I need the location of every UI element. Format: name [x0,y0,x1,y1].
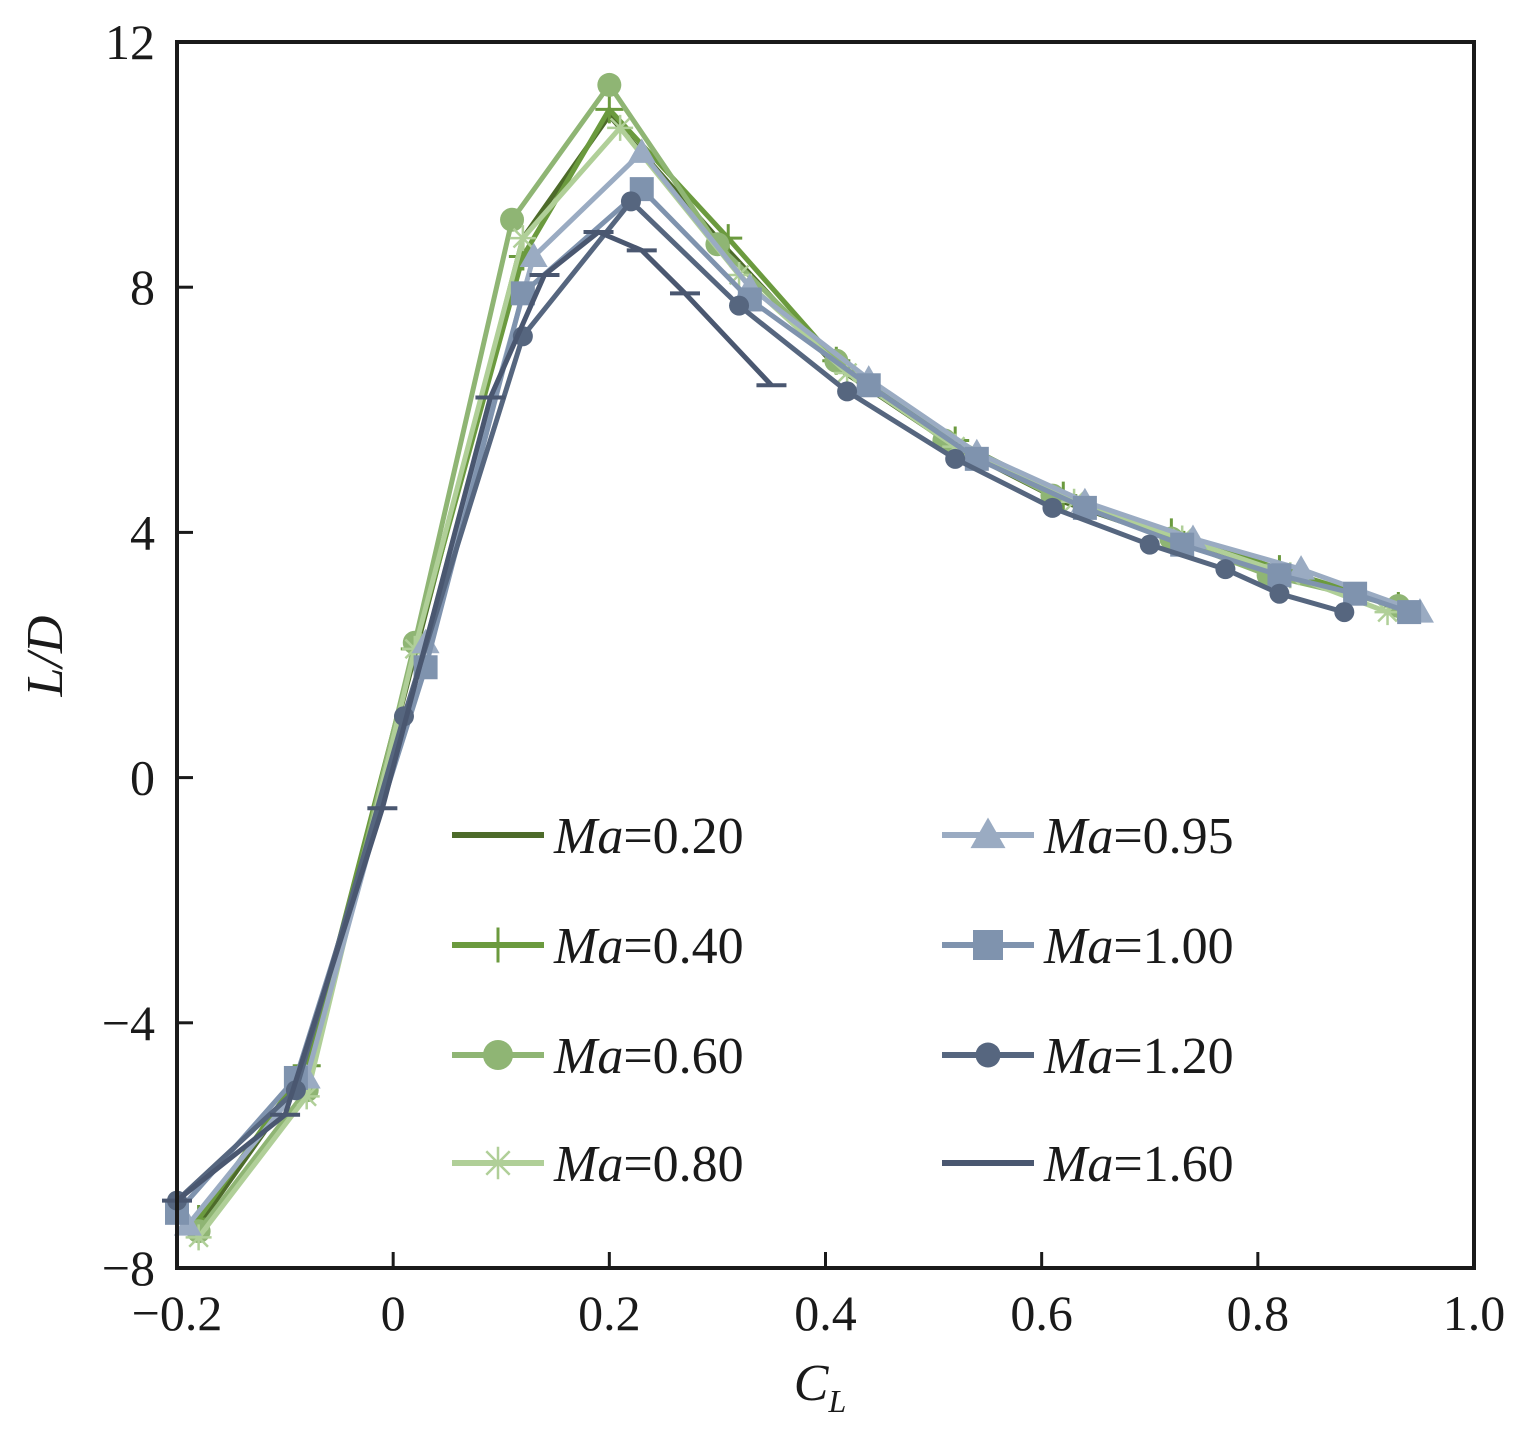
legend-entry: Ma=0.80 [452,1136,744,1193]
legend-entry: Ma=0.20 [452,808,744,865]
data-point [1334,602,1355,623]
x-tick-label: −0.2 [132,1285,223,1341]
legend-label-value: =1.00 [1113,918,1233,975]
series-line [185,149,1421,1227]
data-point [483,1040,513,1070]
legend-label-symbol: Ma [1043,1028,1113,1085]
y-tick-label: −8 [102,1240,155,1296]
data-point [293,1083,320,1110]
legend-entry: Ma=0.40 [452,918,744,975]
data-point [973,930,1003,960]
data-point [1287,555,1316,580]
legend-label: Ma=0.95 [1043,808,1234,865]
legend-label-value: =1.20 [1113,1028,1233,1085]
legend-label: Ma=1.20 [1043,1028,1234,1085]
x-axis-label-subscript: L [827,1383,846,1419]
data-point [1139,534,1160,555]
y-tick-label: 4 [130,504,155,560]
plot-frame [175,40,1476,1270]
legend-label-value: =0.40 [623,918,743,975]
data-point [481,1146,515,1180]
data-point [185,1224,212,1251]
series-ma-0-95 [173,138,1434,1236]
x-tick-label: 0.8 [1227,1285,1290,1341]
legend-entry: Ma=0.60 [452,1028,744,1085]
data-point [1343,581,1368,606]
legend-label-symbol: Ma [553,1028,623,1085]
x-tick-label: 0.2 [578,1285,641,1341]
legend: Ma=0.20Ma=0.40Ma=0.60Ma=0.80Ma=0.95Ma=1.… [452,808,1234,1193]
data-point [1374,599,1401,626]
legend-label-value: =0.95 [1113,808,1233,865]
data-point [1042,497,1063,518]
legend-label: Ma=0.20 [553,808,744,865]
data-point [595,95,624,124]
data-point [834,360,861,387]
legend-entry: Ma=0.95 [942,808,1234,865]
data-point [1267,563,1292,588]
data-point [509,225,536,252]
data-point [1269,583,1290,604]
data-point [597,72,622,97]
legend-label: Ma=1.60 [1043,1136,1234,1193]
data-point [500,207,525,232]
data-point [837,381,858,402]
legend-label-symbol: Ma [553,1136,623,1193]
x-axis-label: CL [794,1355,846,1419]
legend-label: Ma=0.60 [553,1028,744,1085]
data-point [607,114,634,141]
data-point [729,295,750,316]
series-ma-1-20 [167,191,1355,1211]
legend-label: Ma=1.00 [1043,918,1234,975]
tick-labels: −0.2 0 0.2 0.4 0.6 0.8 1.0 −8 −4 0 4 8 12 [102,14,1505,1341]
legend-label-symbol: Ma [1043,808,1113,865]
legend-label: Ma=0.80 [553,1136,744,1193]
legend-label-value: =0.80 [623,1136,743,1193]
legend-label: Ma=0.40 [553,918,744,975]
data-point [620,191,641,212]
data-point [480,927,516,963]
data-point [1397,600,1422,625]
legend-label-symbol: Ma [1043,918,1113,975]
legend-label-symbol: Ma [553,918,623,975]
data-point [975,1042,1001,1068]
legend-entry: Ma=1.60 [942,1136,1234,1193]
legend-label-value: =0.20 [623,808,743,865]
tick-marks [175,40,1476,1270]
x-tick-label: 0.6 [1010,1285,1073,1341]
x-tick-label: 0 [381,1285,406,1341]
data-point [627,138,656,163]
data-point [945,448,966,469]
legend-label-symbol: Ma [1043,1136,1113,1193]
data-point [856,373,881,398]
legend-label-value: =1.60 [1113,1136,1233,1193]
y-tick-label: 12 [105,14,155,70]
legend-label-value: =0.60 [623,1028,743,1085]
data-point [970,817,1006,849]
y-tick-label: 0 [130,750,155,806]
series-layer [162,72,1434,1251]
legend-entry: Ma=1.00 [942,918,1234,975]
x-tick-label: 1.0 [1443,1285,1506,1341]
x-tick-label: 0.4 [794,1285,857,1341]
legend-label-symbol: Ma [553,808,623,865]
data-point [1215,559,1236,580]
x-axis-label-main: C [794,1355,830,1412]
y-tick-label: −4 [102,995,155,1051]
data-point [519,242,548,268]
y-tick-label: 8 [130,259,155,315]
legend-entry: Ma=1.20 [942,1028,1234,1085]
y-axis-label: L/D [17,616,74,698]
